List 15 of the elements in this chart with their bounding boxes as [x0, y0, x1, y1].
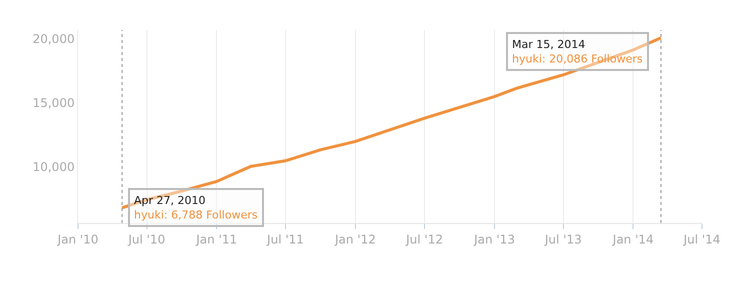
x-tick-label: Jan '12: [334, 232, 376, 246]
x-tick-label: Jul '12: [405, 232, 444, 246]
x-tick-label: Jul '13: [544, 232, 582, 246]
x-tick-label: Jan '10: [56, 232, 98, 246]
x-tick-label: Jan '14: [612, 232, 654, 246]
x-tick-label: Jan '13: [473, 232, 515, 246]
y-tick-label: 15,000: [32, 96, 75, 110]
annotation: Apr 27, 2010 hyuki: 6,788 Followers: [134, 194, 258, 222]
x-tick-label: Jul '14: [682, 232, 720, 246]
x-tick-label: Jan '11: [195, 232, 238, 246]
x-tick-label: Jul '11: [266, 232, 304, 246]
y-tick-label: 10,000: [32, 160, 75, 174]
line-series: [120, 36, 662, 210]
x-tick-label: Jul '10: [127, 232, 166, 246]
y-tick-label: 20,000: [32, 32, 75, 46]
